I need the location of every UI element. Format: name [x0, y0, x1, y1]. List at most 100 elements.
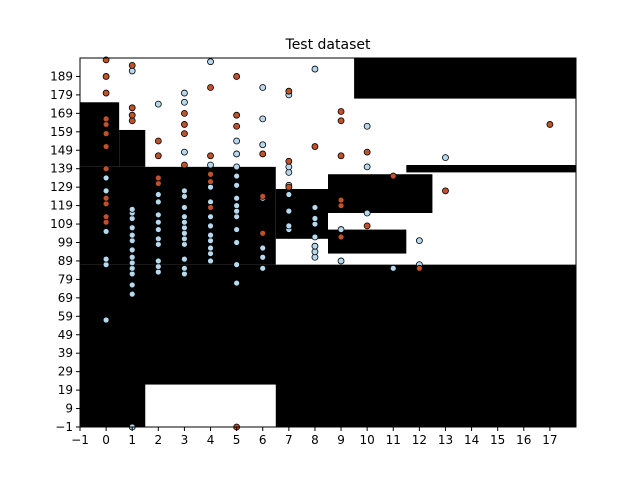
- data-point-class-a: [154, 198, 162, 206]
- data-point-class-a: [128, 259, 136, 267]
- data-point-class-a: [311, 233, 319, 241]
- data-point-class-a: [259, 84, 267, 91]
- data-point-class-a: [389, 264, 397, 272]
- data-point-class-b: [207, 204, 214, 211]
- data-point-class-b: [102, 89, 110, 97]
- data-point-class-a: [128, 67, 136, 75]
- x-tick-label: 16: [516, 433, 531, 447]
- y-tick-label: 49: [58, 328, 73, 342]
- data-point-class-b: [154, 180, 162, 187]
- data-point-class-b: [233, 73, 241, 80]
- data-point-class-a: [102, 255, 110, 263]
- data-point-class-a: [259, 115, 267, 123]
- data-point-class-a: [181, 204, 188, 211]
- data-point-class-a: [363, 122, 371, 130]
- data-point-class-a: [207, 161, 214, 169]
- data-point-class-a: [102, 261, 110, 269]
- decision-region-dark: [119, 129, 146, 167]
- data-point-class-a: [181, 235, 188, 243]
- data-point-class-a: [259, 253, 267, 261]
- data-point-class-a: [154, 218, 162, 226]
- data-point-class-a: [207, 237, 214, 245]
- y-tick-label: 159: [50, 125, 73, 139]
- y-tick-label: 79: [58, 272, 73, 286]
- y-tick-label: 59: [58, 309, 73, 323]
- x-tick-label: −1: [71, 433, 89, 447]
- data-point-class-a: [207, 58, 214, 66]
- data-point-class-a: [181, 224, 188, 232]
- data-point-class-a: [311, 204, 319, 211]
- data-point-class-a: [285, 168, 293, 176]
- data-point-class-b: [233, 122, 241, 130]
- data-point-class-b: [128, 111, 136, 119]
- data-point-class-b: [102, 165, 110, 173]
- decision-region-dark: [80, 248, 224, 254]
- data-point-class-b: [207, 152, 214, 160]
- data-point-class-a: [128, 205, 136, 213]
- data-point-class-b: [259, 229, 267, 237]
- data-point-class-b: [181, 130, 188, 138]
- decision-region-dark: [354, 58, 576, 99]
- data-point-class-a: [128, 270, 136, 278]
- data-point-class-a: [311, 65, 319, 73]
- x-tick-label: 7: [285, 433, 293, 447]
- data-point-class-b: [128, 61, 136, 69]
- data-point-class-a: [154, 235, 162, 243]
- data-point-class-a: [181, 98, 188, 106]
- data-point-class-b: [363, 222, 371, 230]
- data-point-class-b: [337, 152, 345, 160]
- x-tick-label: 5: [233, 433, 241, 447]
- data-point-class-a: [233, 261, 241, 269]
- data-point-class-a: [128, 281, 136, 289]
- data-point-class-a: [102, 174, 110, 182]
- x-tick-label: 3: [181, 433, 189, 447]
- data-point-class-a: [102, 316, 110, 324]
- data-point-class-a: [128, 264, 136, 272]
- data-point-class-a: [154, 226, 162, 233]
- data-point-class-a: [285, 163, 293, 171]
- data-point-class-a: [154, 263, 162, 270]
- y-tick-label: 149: [50, 143, 73, 157]
- data-point-class-b: [102, 213, 110, 221]
- data-point-class-b: [337, 196, 345, 204]
- y-tick-label: 129: [50, 180, 73, 194]
- data-point-class-a: [363, 163, 371, 171]
- x-tick-label: 17: [542, 433, 557, 447]
- data-point-class-a: [233, 279, 241, 287]
- x-tick-label: 12: [412, 433, 427, 447]
- data-point-class-a: [233, 226, 241, 233]
- data-point-class-a: [233, 202, 241, 210]
- y-tick-label: 179: [50, 88, 73, 102]
- data-point-class-b: [415, 264, 423, 272]
- decision-region-dark: [328, 229, 407, 254]
- data-point-class-b: [102, 200, 110, 208]
- x-tick-label: 10: [360, 433, 375, 447]
- y-tick-label: 169: [50, 106, 73, 120]
- data-point-class-a: [181, 148, 188, 156]
- decision-region-dark: [328, 174, 433, 213]
- y-tick-label: 39: [58, 346, 73, 360]
- data-point-class-b: [285, 183, 293, 191]
- data-point-class-a: [207, 222, 214, 230]
- data-point-class-a: [207, 244, 214, 252]
- data-point-class-a: [181, 270, 188, 278]
- data-point-class-a: [285, 222, 293, 230]
- data-point-class-a: [442, 154, 449, 162]
- data-point-class-a: [259, 141, 267, 149]
- data-point-class-b: [259, 192, 267, 200]
- y-tick-label: 89: [58, 254, 73, 268]
- data-point-class-b: [102, 73, 110, 80]
- data-point-class-a: [311, 253, 319, 261]
- data-point-class-b: [311, 143, 319, 150]
- data-point-class-a: [154, 240, 162, 248]
- data-point-class-a: [259, 244, 267, 252]
- data-point-class-a: [128, 231, 136, 239]
- data-point-class-b: [259, 150, 267, 158]
- data-point-class-a: [337, 226, 345, 233]
- data-point-class-b: [181, 161, 188, 169]
- y-tick-label: 9: [65, 402, 73, 416]
- data-point-class-a: [207, 198, 214, 206]
- data-point-class-a: [154, 211, 162, 219]
- data-point-class-b: [128, 117, 136, 125]
- x-tick-label: 0: [102, 433, 110, 447]
